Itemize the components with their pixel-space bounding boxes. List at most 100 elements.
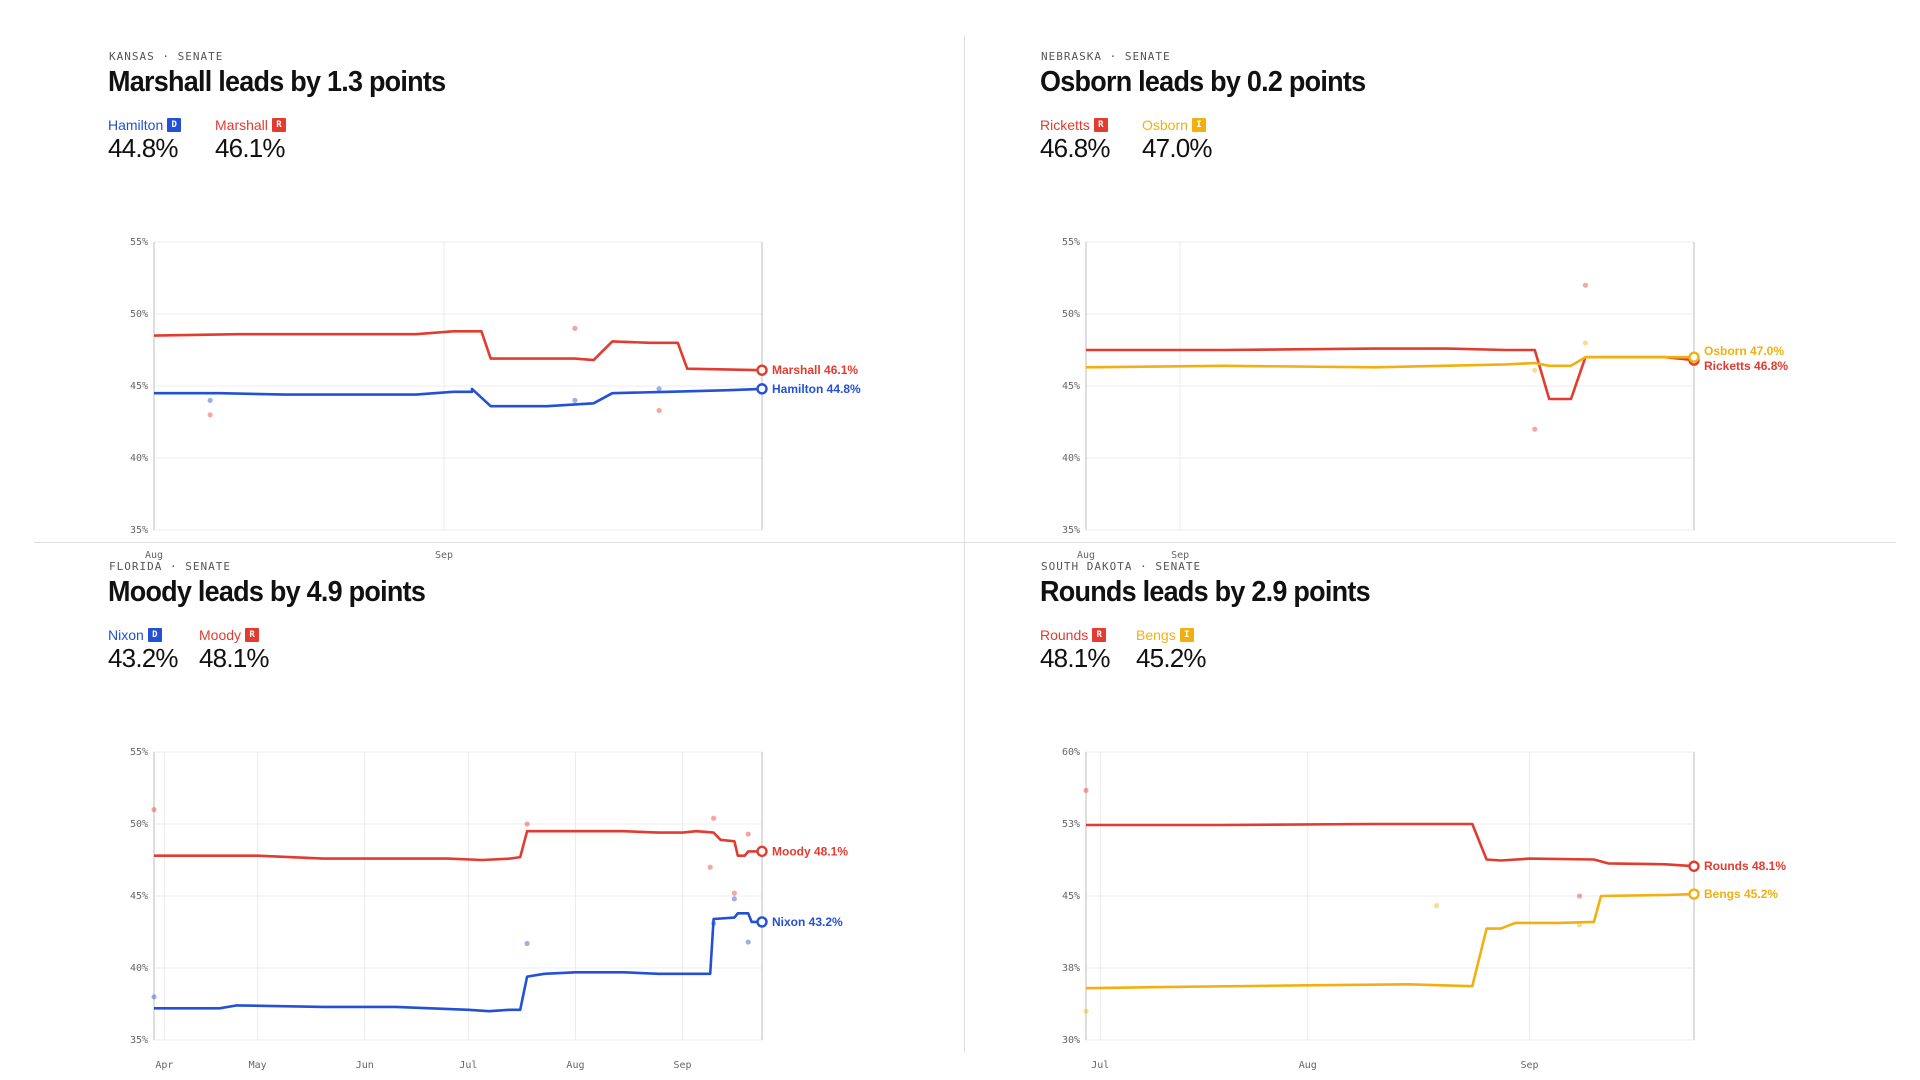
series-end-marker xyxy=(756,845,768,858)
race-headline: Rounds leads by 2.9 points xyxy=(1040,576,1371,608)
y-tick-label: 55% xyxy=(1062,237,1080,248)
race-eyebrow: SOUTH DAKOTA · SENATE xyxy=(1041,560,1202,573)
party-badge: R xyxy=(1093,117,1108,132)
poll-dot xyxy=(524,940,530,947)
candidate-marshall: Marshall R 46.1% xyxy=(215,116,286,162)
candidate-name: Ricketts xyxy=(1040,116,1090,133)
horizontal-divider xyxy=(34,542,1896,543)
race-headline: Marshall leads by 1.3 points xyxy=(108,66,446,98)
race-eyebrow: KANSAS · SENATE xyxy=(109,50,224,63)
poll-dot xyxy=(745,939,751,945)
series-line-bengs xyxy=(1085,892,1695,990)
x-tick-label: Apr xyxy=(155,1060,173,1071)
series-end-label: Rounds 48.1% xyxy=(1704,859,1786,873)
series-end-marker xyxy=(756,916,768,928)
series-end-label: Moody 48.1% xyxy=(772,844,848,858)
party-badge: I xyxy=(1191,117,1206,132)
x-tick-label: Sep xyxy=(1520,1060,1538,1071)
series-end-marker xyxy=(756,383,768,395)
poll-dot xyxy=(1582,282,1589,288)
series-line-nixon xyxy=(154,912,762,1013)
race-headline: Osborn leads by 0.2 points xyxy=(1040,66,1366,98)
y-tick-label: 35% xyxy=(130,525,148,536)
x-tick-label: Jul xyxy=(459,1060,477,1071)
series-end-label: Marshall 46.1% xyxy=(772,363,858,377)
poll-dot xyxy=(207,412,213,418)
candidate-osborn: Osborn I 47.0% xyxy=(1142,116,1213,163)
polling-chart-south-dakota: 60% 53% 45% 38% 30% Jul Aug Sep Rounds 48.1% Beng… xyxy=(1062,747,1786,1071)
race-eyebrow: NEBRASKA · SENATE xyxy=(1041,50,1171,63)
race-panel-south-dakota: SOUTH DAKOTA · SENATE Rounds leads by 2.… xyxy=(1040,558,1920,1071)
candidate-ricketts: Ricketts R 46.8% xyxy=(1040,116,1111,163)
candidate-hamilton: Hamilton D 44.8% xyxy=(108,116,182,163)
candidate-name: Moody xyxy=(199,626,242,643)
y-tick-label: 45% xyxy=(1062,381,1080,392)
series-end-label: Bengs 45.2% xyxy=(1704,887,1778,901)
poll-dot xyxy=(1083,1008,1089,1014)
x-tick-label: Sep xyxy=(1171,550,1189,561)
poll-dot xyxy=(207,397,213,403)
poll-dot xyxy=(1576,893,1583,899)
y-tick-label: 55% xyxy=(130,237,148,248)
series-end-marker xyxy=(1688,351,1700,363)
series-line-moody xyxy=(154,829,762,862)
poll-dot xyxy=(572,397,578,403)
candidate-name: Osborn xyxy=(1142,116,1188,133)
candidate-rounds: Rounds R 48.1% xyxy=(1040,626,1111,673)
poll-dot xyxy=(745,831,751,837)
candidate-percent: 48.1% xyxy=(1040,643,1111,673)
candidate-percent: 48.1% xyxy=(199,643,270,673)
candidate-percent: 46.1% xyxy=(215,133,286,163)
y-tick-label: 45% xyxy=(1062,891,1080,902)
poll-dot xyxy=(524,821,530,827)
candidate-name: Rounds xyxy=(1040,626,1089,643)
poll-dot xyxy=(1532,367,1538,373)
poll-dot xyxy=(1083,787,1089,793)
x-tick-label: May xyxy=(249,1060,267,1071)
race-headline: Moody leads by 4.9 points xyxy=(108,576,426,608)
y-tick-label: 50% xyxy=(130,819,148,830)
candidate-name: Marshall xyxy=(215,116,268,133)
candidate-percent: 46.8% xyxy=(1040,133,1111,163)
polling-chart-nebraska: 55% 50% 45% 40% 35% Aug Sep Osborn 47.0%Rickett… xyxy=(1062,237,1788,561)
race-panel-kansas: KANSAS · SENATE Marshall leads by 1.3 po… xyxy=(108,48,1008,561)
poll-dot xyxy=(656,407,662,414)
y-tick-label: 38% xyxy=(1062,963,1080,974)
race-panel-nebraska: NEBRASKA · SENATE Osborn leads by 0.2 po… xyxy=(1040,48,1920,561)
series-end-label: Nixon 43.2% xyxy=(772,915,843,929)
x-tick-label: Aug xyxy=(566,1060,584,1071)
series-end-marker xyxy=(1688,860,1700,872)
party-badge: D xyxy=(167,117,182,132)
series-end-label: Ricketts 46.8% xyxy=(1704,359,1788,373)
candidate-bengs: Bengs I 45.2% xyxy=(1136,626,1207,672)
candidate-moody: Moody R 48.1% xyxy=(199,626,270,673)
series-end-label: Osborn 47.0% xyxy=(1704,344,1784,358)
x-tick-label: Aug xyxy=(1077,550,1095,561)
y-tick-label: 35% xyxy=(130,1035,148,1046)
candidate-percent: 44.8% xyxy=(108,133,179,163)
y-tick-label: 50% xyxy=(130,309,148,320)
candidate-nixon: Nixon D 43.2% xyxy=(108,626,179,672)
x-tick-label: Jul xyxy=(1091,1060,1109,1071)
series-line-hamilton xyxy=(154,387,763,408)
poll-dot xyxy=(1433,903,1440,909)
y-tick-label: 55% xyxy=(130,747,148,758)
poll-dot xyxy=(731,896,737,902)
series-end-label: Hamilton 44.8% xyxy=(772,382,861,396)
x-tick-label: Sep xyxy=(674,1060,692,1071)
vertical-divider xyxy=(964,35,965,1053)
x-tick-label: Aug xyxy=(145,550,163,561)
series-end-marker xyxy=(1688,888,1700,900)
poll-dot xyxy=(572,325,578,331)
poll-dot xyxy=(1582,340,1589,346)
candidate-percent: 47.0% xyxy=(1142,133,1213,163)
candidate-name: Nixon xyxy=(108,626,144,643)
y-tick-label: 40% xyxy=(1062,453,1080,464)
y-tick-label: 40% xyxy=(130,963,148,974)
poll-dot xyxy=(151,807,157,813)
poll-dot xyxy=(1532,426,1538,432)
y-tick-label: 45% xyxy=(130,381,148,392)
y-tick-label: 45% xyxy=(130,891,148,902)
party-badge: R xyxy=(271,117,286,132)
series-line-rounds xyxy=(1086,822,1695,868)
